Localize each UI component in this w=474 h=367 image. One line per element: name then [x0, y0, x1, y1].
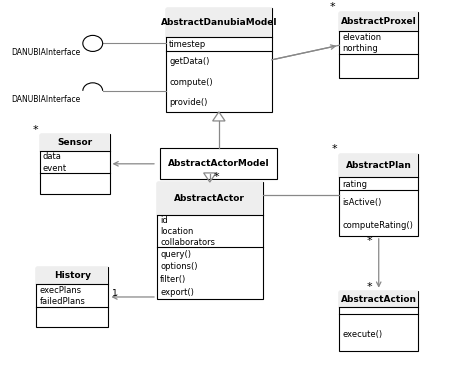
Bar	[36, 267, 109, 327]
Text: filter(): filter()	[160, 276, 186, 284]
Text: collaborators: collaborators	[160, 237, 215, 247]
Text: options(): options()	[160, 262, 198, 272]
Text: 1: 1	[112, 289, 118, 298]
Bar	[40, 134, 109, 194]
Text: query(): query()	[160, 250, 191, 258]
Bar	[339, 291, 418, 351]
Text: AbstractPlan: AbstractPlan	[346, 161, 411, 170]
Text: getData(): getData()	[169, 57, 210, 66]
Text: History: History	[54, 271, 91, 280]
Text: data: data	[43, 152, 62, 161]
Bar	[339, 12, 418, 78]
Text: compute(): compute()	[169, 78, 213, 87]
Bar	[157, 182, 263, 299]
Text: AbstractActorModel: AbstractActorModel	[168, 159, 270, 168]
Bar	[339, 154, 418, 177]
Text: *: *	[367, 236, 373, 246]
Text: timestep: timestep	[169, 40, 206, 49]
Bar	[160, 148, 277, 179]
Text: execute(): execute()	[343, 330, 383, 339]
Text: failedPlans: failedPlans	[40, 297, 85, 306]
Text: northing: northing	[343, 44, 378, 53]
Text: AbstractProxel: AbstractProxel	[341, 17, 417, 26]
Text: computeRating(): computeRating()	[343, 221, 413, 230]
Text: *: *	[33, 125, 38, 135]
Text: *: *	[367, 282, 373, 292]
Bar	[40, 134, 109, 150]
Text: *: *	[332, 144, 337, 155]
Text: *: *	[330, 2, 336, 12]
Text: isActive(): isActive()	[343, 199, 382, 207]
Text: provide(): provide()	[169, 98, 208, 107]
Text: id: id	[160, 216, 168, 225]
Text: DANUBIAInterface: DANUBIAInterface	[11, 95, 81, 105]
Text: elevation: elevation	[343, 33, 382, 41]
Text: event: event	[43, 164, 67, 173]
Bar	[166, 8, 272, 112]
Text: DANUBIAInterface: DANUBIAInterface	[11, 48, 81, 57]
Text: AbstractAction: AbstractAction	[341, 295, 417, 304]
Text: AbstractActor: AbstractActor	[174, 194, 245, 203]
Text: rating: rating	[343, 180, 367, 189]
Bar	[339, 291, 418, 308]
Text: Sensor: Sensor	[57, 138, 92, 147]
Bar	[339, 12, 418, 31]
Bar	[36, 267, 109, 284]
Bar	[166, 8, 272, 37]
Text: location: location	[160, 227, 193, 236]
Bar	[339, 154, 418, 236]
Text: *: *	[214, 172, 219, 182]
Text: execPlans: execPlans	[40, 286, 82, 295]
Text: AbstractDanubiaModel: AbstractDanubiaModel	[161, 18, 277, 27]
Text: export(): export()	[160, 288, 194, 298]
Bar	[157, 182, 263, 215]
